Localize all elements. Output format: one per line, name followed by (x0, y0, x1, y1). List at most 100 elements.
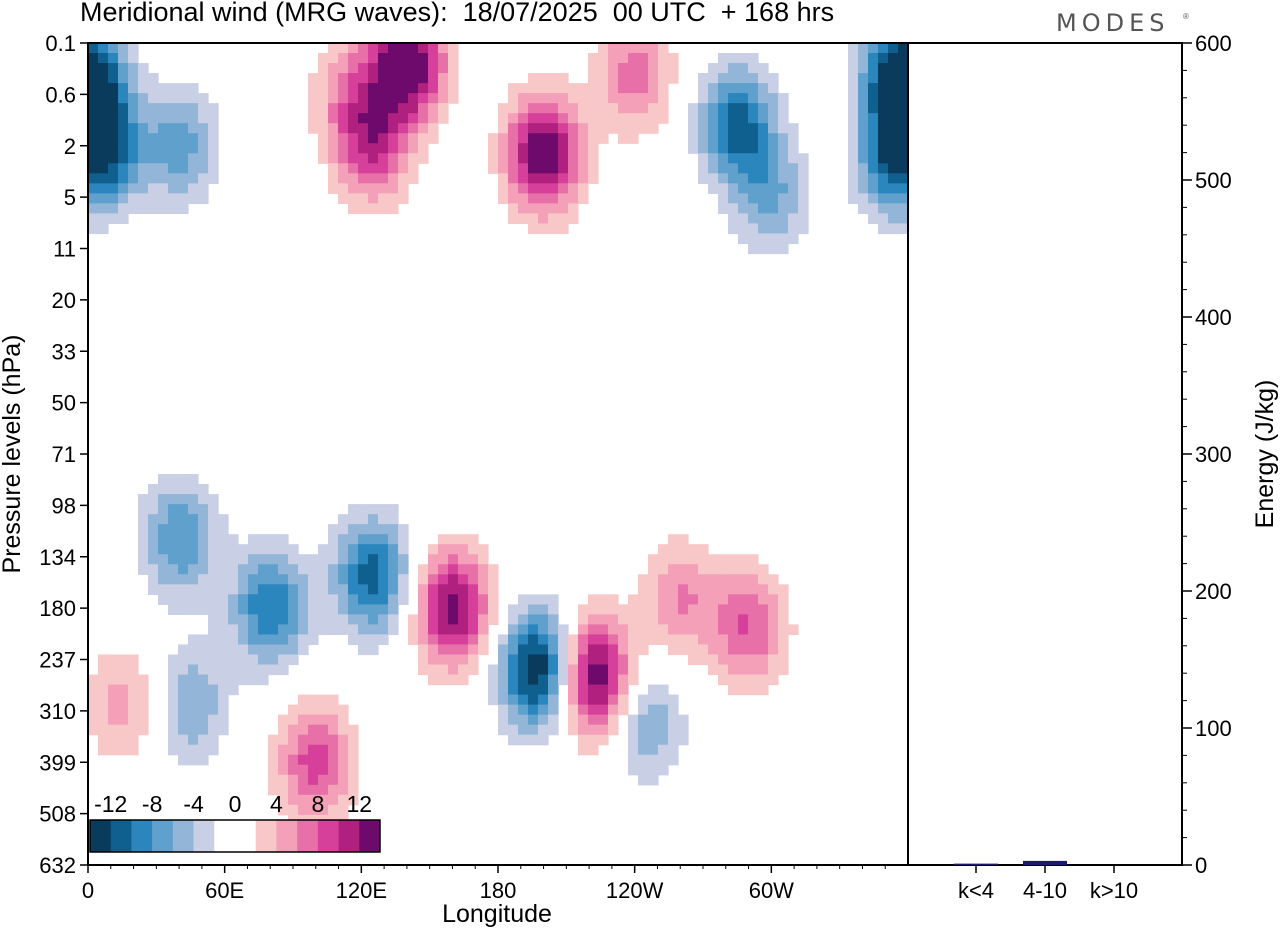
heatmap-cell (178, 734, 189, 746)
heatmap-cell (548, 694, 559, 706)
y-tick-label: 632 (39, 853, 76, 878)
heatmap-cell (208, 534, 219, 545)
brand-registered-mark: ® (1183, 12, 1189, 21)
heatmap-cell (238, 674, 249, 686)
heatmap-cell (458, 534, 469, 545)
heatmap-cell (258, 644, 269, 656)
heatmap-cell (318, 93, 329, 104)
heatmap-cell (208, 604, 219, 615)
heatmap-cell (488, 604, 499, 615)
heatmap-cell (618, 53, 629, 64)
heatmap-cell (198, 724, 209, 736)
heatmap-cell (138, 113, 149, 124)
heatmap-cell (898, 203, 908, 215)
heatmap-cell (768, 133, 779, 144)
heatmap-cell (148, 544, 159, 555)
heatmap-cell (688, 594, 699, 605)
heatmap-cell (498, 634, 509, 646)
heatmap-cell (178, 554, 189, 565)
heatmap-cell (138, 524, 149, 535)
heatmap-cell (108, 53, 119, 64)
heatmap-cell (348, 584, 359, 595)
heatmap-cell (868, 183, 879, 194)
heatmap-cell (878, 193, 889, 204)
heatmap-cell (98, 43, 109, 54)
heatmap-cell (498, 153, 509, 164)
heatmap-cell (658, 704, 669, 716)
heatmap-cell (698, 153, 709, 164)
heatmap-cell (348, 173, 359, 184)
heatmap-cell (248, 654, 259, 666)
energy-tick-label: 300 (1195, 442, 1232, 467)
colorbar-frame (89, 819, 381, 853)
heatmap-cell (138, 73, 149, 84)
heatmap-cell (568, 183, 579, 194)
heatmap-cell (468, 654, 479, 666)
heatmap-cell (318, 744, 329, 756)
heatmap-cell (678, 574, 689, 585)
heatmap-cell (508, 604, 519, 615)
heatmap-cell (708, 634, 719, 646)
heatmap-cell (508, 203, 519, 215)
heatmap-cell (598, 694, 609, 706)
heatmap-cell (568, 153, 579, 164)
heatmap-cell (668, 754, 679, 766)
heatmap-cell (178, 153, 189, 164)
heatmap-cell (738, 173, 749, 184)
heatmap-cell (218, 664, 229, 676)
heatmap-cell (158, 484, 169, 495)
heatmap-cell (308, 624, 319, 636)
heatmap-cell (118, 43, 129, 54)
heatmap-cell (88, 163, 99, 174)
heatmap-cell (758, 604, 769, 615)
heatmap-cell (138, 714, 149, 726)
heatmap-cell (168, 664, 179, 676)
heatmap-cell (518, 594, 529, 605)
heatmap-cell (238, 624, 249, 636)
heatmap-cell (618, 133, 629, 144)
heatmap-cell (538, 684, 549, 696)
heatmap-cell (188, 714, 199, 726)
heatmap-cell (98, 113, 109, 124)
heatmap-cell (438, 544, 449, 555)
heatmap-cell (338, 173, 349, 184)
heatmap-cell (418, 614, 429, 626)
heatmap-cell (718, 624, 729, 636)
heatmap-cell (338, 143, 349, 154)
heatmap-cell (198, 153, 209, 164)
heatmap-cell (518, 634, 529, 646)
heatmap-cell (548, 113, 559, 124)
heatmap-cell (568, 93, 579, 104)
heatmap-cell (588, 133, 599, 144)
heatmap-cell (328, 83, 339, 94)
heatmap-cell (428, 594, 439, 605)
heatmap-cell (328, 754, 339, 766)
heatmap-cell (408, 63, 419, 74)
heatmap-cell (858, 63, 869, 74)
heatmap-cell (888, 123, 899, 134)
heatmap-cell (108, 714, 119, 726)
heatmap-cell (858, 173, 869, 184)
heatmap-cell (708, 103, 719, 114)
heatmap-cell (138, 674, 149, 686)
heatmap-cell (558, 223, 569, 235)
heatmap-cell (378, 544, 389, 555)
heatmap-cell (388, 534, 399, 545)
heatmap-cell (648, 734, 659, 746)
heatmap-cell (638, 774, 649, 786)
heatmap-cell (548, 203, 559, 215)
heatmap-cell (178, 694, 189, 706)
heatmap-cell (348, 544, 359, 555)
heatmap-cell (658, 544, 669, 555)
heatmap-cell (318, 614, 329, 626)
heatmap-cell (208, 173, 219, 184)
heatmap-cell (448, 594, 459, 605)
heatmap-cell (478, 554, 489, 565)
heatmap-cell (728, 634, 739, 646)
heatmap-cell (338, 123, 349, 134)
heatmap-cell (858, 193, 869, 204)
heatmap-cell (548, 123, 559, 134)
heatmap-cell (738, 93, 749, 104)
heatmap-cell (758, 574, 769, 585)
heatmap-cell (258, 664, 269, 676)
